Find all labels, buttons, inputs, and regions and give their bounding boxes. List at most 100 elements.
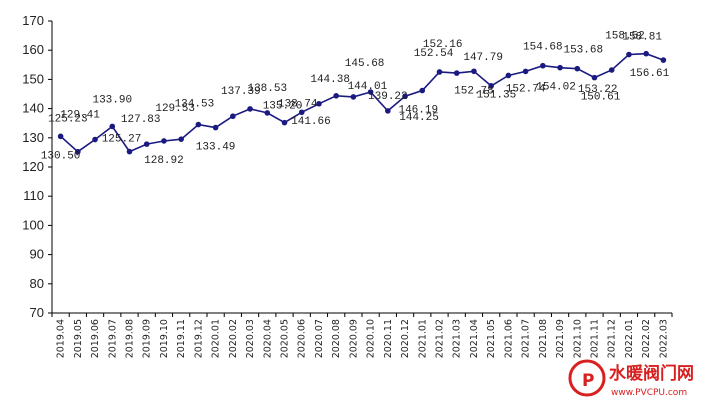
data-point bbox=[264, 110, 271, 116]
x-tick-label: 2020.08 bbox=[331, 319, 342, 358]
x-tick-label: 2021.09 bbox=[555, 319, 566, 358]
y-tick-label: 70 bbox=[30, 305, 44, 320]
x-tick-label: 2019.08 bbox=[125, 319, 136, 358]
watermark-text: 水暖阀门网 bbox=[609, 363, 694, 384]
x-tick-label: 2020.01 bbox=[211, 319, 222, 358]
data-label: 144.01 bbox=[348, 81, 388, 93]
data-point bbox=[109, 123, 116, 130]
x-tick-label: 2022.01 bbox=[624, 319, 635, 358]
data-point bbox=[402, 93, 408, 99]
x-tick-label: 2019.11 bbox=[176, 319, 187, 358]
x-tick-label: 2021.11 bbox=[590, 319, 601, 358]
data-point bbox=[247, 106, 253, 112]
x-tick-label: 2022.03 bbox=[658, 319, 669, 358]
data-point bbox=[591, 74, 598, 81]
x-tick-label: 2019.12 bbox=[193, 319, 204, 358]
data-point bbox=[522, 68, 529, 75]
data-label: 135.20 bbox=[263, 101, 303, 113]
data-label: 154.02 bbox=[536, 82, 576, 94]
data-point bbox=[436, 69, 443, 75]
x-tick-label: 2020.04 bbox=[262, 319, 273, 358]
data-label: 137.39 bbox=[221, 86, 261, 98]
data-point bbox=[212, 124, 219, 131]
data-label: 125.27 bbox=[102, 134, 142, 146]
data-point bbox=[57, 133, 64, 140]
watermark-url: www.PVCPU.com bbox=[611, 388, 687, 398]
data-point bbox=[608, 67, 615, 73]
data-label: 158.81 bbox=[622, 32, 662, 44]
data-point bbox=[333, 93, 339, 99]
data-label: 129.53 bbox=[155, 103, 195, 115]
data-label: 152.16 bbox=[423, 39, 463, 51]
data-point bbox=[143, 141, 150, 147]
data-point bbox=[643, 50, 649, 57]
data-label: 147.79 bbox=[463, 52, 503, 64]
data-point bbox=[471, 68, 477, 75]
y-tick-label: 170 bbox=[22, 13, 44, 28]
watermark-logo-letter: P bbox=[582, 371, 594, 391]
x-tick-label: 2020.02 bbox=[228, 319, 239, 358]
x-tick-label: 2020.09 bbox=[348, 319, 359, 358]
series-line bbox=[60, 52, 664, 153]
data-point bbox=[505, 72, 512, 79]
data-label: 153.22 bbox=[578, 84, 618, 96]
data-point bbox=[195, 121, 202, 128]
data-point bbox=[557, 64, 563, 71]
data-point bbox=[453, 70, 460, 76]
data-label: 152.74 bbox=[506, 83, 546, 95]
data-label: 150.61 bbox=[581, 92, 621, 104]
y-tick-label: 80 bbox=[30, 276, 44, 291]
x-tick-label: 2020.03 bbox=[245, 319, 256, 358]
data-point bbox=[281, 119, 288, 126]
data-label: 129.41 bbox=[60, 110, 100, 122]
x-tick-label: 2020.10 bbox=[366, 319, 377, 358]
y-tick-label: 120 bbox=[22, 159, 44, 174]
data-label: 154.68 bbox=[523, 42, 563, 54]
x-tick-label: 2021.10 bbox=[572, 319, 583, 358]
data-label: 152.78 bbox=[454, 85, 494, 97]
y-tick-label: 140 bbox=[22, 101, 44, 116]
x-tick-label: 2021.06 bbox=[503, 319, 514, 358]
x-tick-label: 2021.12 bbox=[607, 319, 618, 358]
x-tick-label: 2020.12 bbox=[400, 319, 411, 358]
x-tick-label: 2022.02 bbox=[641, 319, 652, 358]
data-point bbox=[574, 65, 581, 72]
data-point bbox=[488, 83, 494, 89]
data-label: 138.53 bbox=[247, 83, 287, 95]
x-tick-label: 2021.01 bbox=[417, 319, 428, 358]
y-tick-label: 160 bbox=[22, 42, 44, 57]
x-tick-label: 2021.07 bbox=[521, 319, 532, 358]
x-tick-label: 2021.08 bbox=[538, 319, 549, 358]
data-label: 156.61 bbox=[630, 68, 670, 80]
data-point bbox=[626, 51, 632, 58]
x-tick-label: 2021.05 bbox=[486, 319, 497, 358]
data-label: 139.22 bbox=[368, 91, 408, 103]
x-tick-label: 2020.05 bbox=[280, 319, 291, 358]
x-tick-label: 2019.09 bbox=[142, 319, 153, 358]
data-point bbox=[178, 136, 184, 142]
data-point bbox=[367, 89, 374, 95]
data-point bbox=[230, 113, 236, 120]
data-point bbox=[385, 108, 391, 114]
x-tick-label: 2021.02 bbox=[435, 319, 446, 358]
x-tick-label: 2019.10 bbox=[159, 319, 170, 358]
watermark-logo-icon bbox=[568, 359, 606, 397]
data-label: 133.49 bbox=[196, 142, 236, 154]
data-point bbox=[298, 109, 305, 116]
data-label: 128.92 bbox=[144, 155, 184, 167]
data-label: 125.23 bbox=[48, 114, 88, 126]
data-label: 144.38 bbox=[310, 74, 350, 86]
data-label: 133.90 bbox=[92, 94, 132, 106]
y-tick-label: 150 bbox=[22, 71, 44, 86]
y-tick-label: 130 bbox=[22, 130, 44, 145]
y-tick-label: 100 bbox=[22, 217, 44, 232]
data-point bbox=[350, 94, 357, 100]
data-label: 158.52 bbox=[605, 31, 645, 43]
data-label: 146.19 bbox=[398, 105, 438, 117]
data-label: 141.66 bbox=[291, 116, 331, 128]
y-tick-label: 90 bbox=[30, 247, 44, 262]
data-label: 145.68 bbox=[345, 58, 385, 70]
data-label: 151.35 bbox=[477, 89, 517, 101]
site-watermark: P 水暖阀门网 www.PVCPU.com bbox=[568, 359, 694, 398]
